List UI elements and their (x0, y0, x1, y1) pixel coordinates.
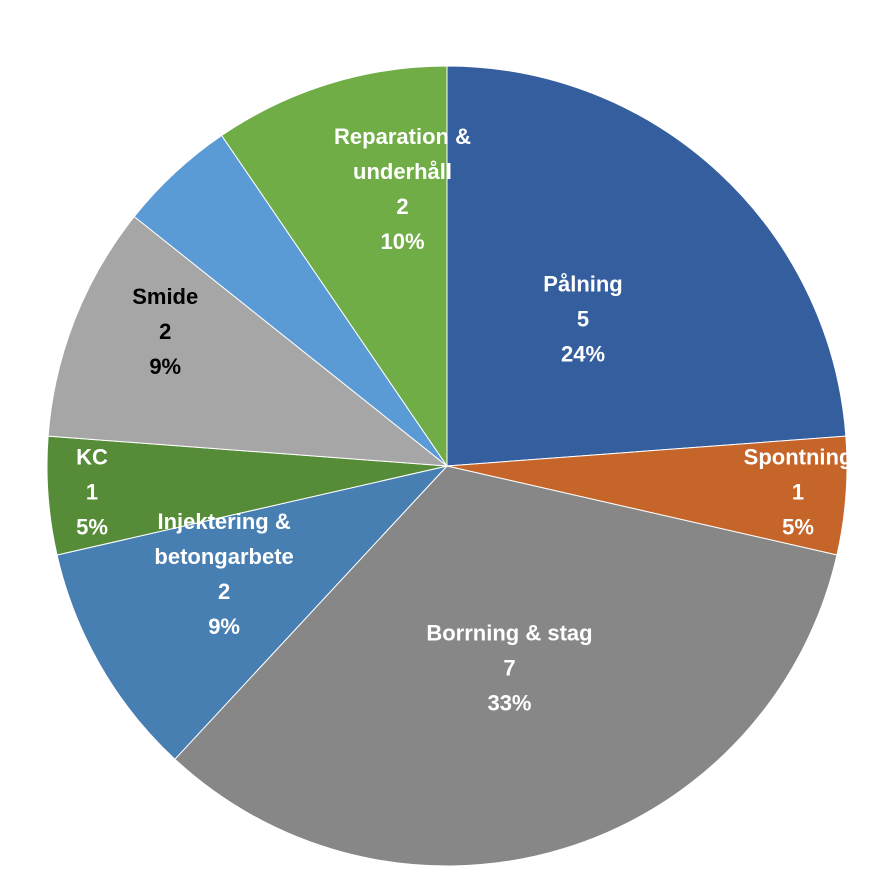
pie-slice-8 (220, 65, 448, 468)
pie-labels: Pålning 5 24% Spontning 1 5% Borrning & stag 7 3… (76, 124, 852, 716)
pie-slices (46, 65, 848, 867)
slice-label-5: KC 1 5% (76, 445, 108, 540)
slice-label-6: Smide 2 9% (132, 284, 198, 379)
pie-slice-3 (174, 465, 838, 867)
pie-slice-6 (47, 215, 449, 467)
slice-label-4: Injektering & betongarbete 2 9% (154, 509, 293, 639)
pie-slice-1 (446, 65, 847, 467)
slice-label-8: Reparation & underhåll 2 10% (334, 124, 471, 254)
pie-slice-4 (56, 465, 449, 760)
slice-label-1: Pålning 5 24% (543, 271, 622, 366)
slice-label-2: Spontning 1 5% (744, 444, 853, 539)
slice-label-3: Borrning & stag 7 33% (426, 621, 592, 716)
